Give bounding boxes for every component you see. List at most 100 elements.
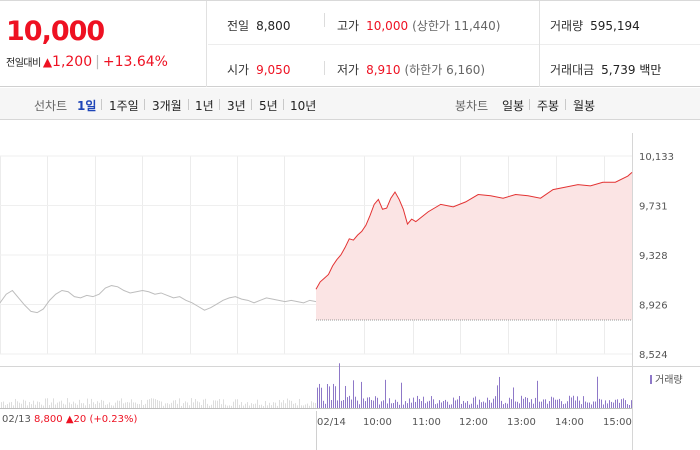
volume-bar-prev [99,402,100,408]
volume-bar-today [437,403,438,408]
volume-bar-today [367,397,368,408]
volume-bar-prev [69,402,70,408]
prev-day-change: 20 [73,414,87,425]
volume-bar-prev [83,403,84,408]
volume-bar-prev [37,401,38,408]
volume-bar-prev [35,404,36,408]
tab-candle-monthly[interactable]: 월봉 [573,99,596,113]
stat-label: 고가 [337,19,360,33]
volume-bar-prev [295,403,296,408]
volume-bar-prev [291,400,292,408]
volume-bar-prev [255,403,256,408]
volume-bar-prev [159,400,160,408]
tab-period-5y[interactable]: 5년 [259,99,278,113]
tab-separator [188,99,189,110]
volume-bar-prev [43,405,44,408]
volume-bar-prev [131,399,132,408]
volume-bar-today [479,399,480,408]
volume-bar-prev [195,399,196,408]
tab-separator [101,99,102,110]
volume-bar-today [427,401,428,408]
volume-bar-today [537,380,538,408]
volume-bar-today [577,396,578,408]
volume-bar-prev [19,402,20,408]
prev-day-percent: (+0.23%) [89,414,138,425]
volume-bar-today [495,396,496,408]
volume-bar-today [431,396,432,408]
volume-bar-prev [73,401,74,408]
volume-bar-today [503,404,504,408]
x-tick-label: 15:00 [603,417,632,428]
volume-bar-prev [305,404,306,408]
volume-bar-today [541,401,542,408]
volume-bar-today [513,387,514,408]
tab-separator [565,99,566,110]
tab-separator [144,99,145,110]
up-arrow-icon: ▲ [42,55,53,69]
volume-bar-prev [179,398,180,408]
volume-bar-today [619,402,620,408]
volume-bar-prev [27,405,28,408]
volume-bar-today [501,400,502,408]
stat-value: 10,000 [366,19,409,33]
volume-bar-today [461,403,462,408]
volume-bar-today [407,403,408,408]
volume-bar-prev [257,399,258,408]
volume-bar-prev [225,404,226,408]
tab-period-1w[interactable]: 1주일 [109,99,139,113]
volume-bar-prev [209,405,210,408]
volume-bar-prev [273,402,274,408]
volume-bar-prev [205,398,206,408]
volume-bar-today [481,402,482,408]
volume-bar-today [391,403,392,408]
tab-period-1d[interactable]: 1일 [77,99,97,113]
tab-candle-weekly[interactable]: 주봉 [537,99,560,113]
volume-bar-prev [217,400,218,408]
volume-bar-prev [265,401,266,408]
volume-bar-today [547,403,548,408]
tab-period-3m[interactable]: 3개월 [152,99,182,113]
stat-high: 고가 10,000 (상한가 11,440) [337,17,500,34]
volume-bar-prev [39,402,40,408]
volume-bar-today [555,399,556,408]
volume-bar-today [559,398,560,408]
volume-bar-today [583,396,584,408]
volume-bar-prev [1,402,2,408]
tab-period-3y[interactable]: 3년 [227,99,246,113]
volume-bar-prev [79,399,80,408]
stat-value: 5,739 백만 [601,63,662,77]
upper-limit: (상한가 11,440) [412,19,501,33]
volume-bar-today [571,397,572,408]
volume-bar-prev [157,400,158,408]
volume-bar-today [389,398,390,408]
volume-bar-prev [235,399,236,408]
volume-bar-prev [185,401,186,408]
price-chart[interactable]: 10,133 9,731 9,328 8,926 8,524 02/14 10:00 11:… [0,121,700,450]
stat-label: 거래량 [550,19,584,33]
tab-period-1y[interactable]: 1년 [195,99,214,113]
tab-candle-daily[interactable]: 일봉 [502,99,525,113]
volume-bar-today [375,396,376,408]
volume-bar-prev [67,398,68,408]
volume-bar-today [567,401,568,408]
volume-bar-prev [189,405,190,408]
volume-bar-today [317,387,318,408]
volume-bar-prev [193,402,194,408]
volume-bar-prev [197,401,198,408]
volume-bar-today [469,404,470,408]
volume-bar-prev [25,400,26,408]
tab-period-10y[interactable]: 10년 [290,99,317,113]
volume-bar-prev [223,399,224,408]
volume-bar-prev [59,401,60,408]
today-area-fill [316,172,632,321]
volume-bar-prev [201,404,202,408]
volume-bar-today [369,397,370,408]
volume-bar-today [543,399,544,408]
volume-bar-today [507,403,508,408]
volume-bar-today [401,382,402,408]
change-amount: 1,200 [52,54,93,70]
prev-day-close: 8,800 [34,414,63,425]
tab-separator [219,99,220,110]
volume-bar-prev [253,404,254,408]
volume-bar-today [405,401,406,408]
